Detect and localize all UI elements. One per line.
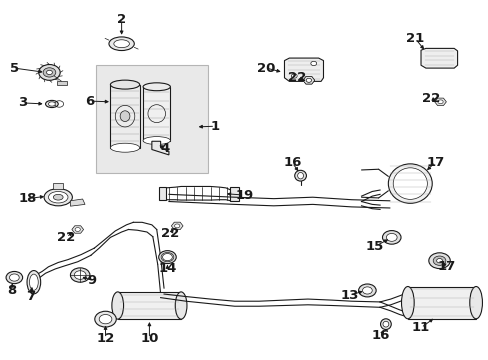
Text: 8: 8 [7,284,16,297]
Text: 12: 12 [96,332,114,345]
Polygon shape [420,48,457,68]
Circle shape [75,228,80,231]
Ellipse shape [48,192,68,203]
Circle shape [6,271,22,284]
Bar [118,292,181,319]
Circle shape [70,268,90,282]
Text: 3: 3 [18,96,27,109]
Polygon shape [152,141,168,155]
Circle shape [39,64,60,80]
Circle shape [362,287,371,294]
Polygon shape [303,77,314,84]
Text: 22: 22 [161,227,179,240]
Ellipse shape [469,287,482,319]
Ellipse shape [294,170,306,181]
Bar [57,81,66,85]
Ellipse shape [112,292,123,319]
Circle shape [432,256,445,265]
Text: 9: 9 [88,274,97,287]
Text: 17: 17 [437,260,455,273]
Text: 16: 16 [283,156,301,169]
Ellipse shape [114,40,129,48]
Ellipse shape [44,189,72,206]
Bar [229,187,238,201]
Text: 15: 15 [366,240,384,253]
Text: 14: 14 [158,262,176,275]
Ellipse shape [175,292,186,319]
Ellipse shape [48,102,55,106]
Text: 7: 7 [26,290,36,303]
Ellipse shape [392,168,427,199]
Text: 22: 22 [421,92,439,105]
Polygon shape [171,222,183,230]
Text: 1: 1 [210,120,220,133]
Text: 22: 22 [287,71,305,84]
Ellipse shape [387,164,431,203]
Ellipse shape [110,80,140,89]
Text: 18: 18 [18,192,37,205]
Circle shape [162,253,172,261]
Polygon shape [303,77,314,84]
Polygon shape [72,226,83,233]
Polygon shape [434,98,446,105]
Circle shape [43,68,56,77]
Ellipse shape [297,172,303,179]
Circle shape [46,70,52,75]
Ellipse shape [401,287,413,319]
Circle shape [74,271,86,279]
Text: 4: 4 [161,142,170,155]
Text: 17: 17 [426,156,444,168]
Circle shape [310,61,316,66]
Circle shape [99,315,112,324]
Text: 21: 21 [405,32,424,45]
Ellipse shape [143,136,170,144]
Circle shape [9,274,19,281]
Bar [53,183,63,189]
Circle shape [437,100,442,104]
Circle shape [305,78,311,82]
Polygon shape [70,199,85,206]
Polygon shape [284,58,323,81]
Circle shape [436,258,442,263]
Ellipse shape [109,37,134,50]
Text: 10: 10 [140,332,158,345]
Circle shape [158,251,176,264]
Ellipse shape [382,321,388,327]
Ellipse shape [120,111,130,122]
Ellipse shape [380,319,390,329]
Text: 5: 5 [10,62,19,75]
Ellipse shape [53,194,63,200]
Ellipse shape [143,83,170,91]
Circle shape [382,230,400,244]
Ellipse shape [110,143,140,152]
Text: 19: 19 [235,189,253,202]
Circle shape [95,311,116,327]
Circle shape [305,78,311,82]
Text: 11: 11 [411,321,429,334]
Text: 16: 16 [371,329,389,342]
Ellipse shape [45,100,58,108]
Bar [110,85,140,148]
Text: 13: 13 [340,289,358,302]
Text: 6: 6 [84,95,94,108]
Bar [407,287,475,319]
Text: 2: 2 [117,13,126,26]
Bar [143,87,170,140]
Circle shape [174,224,180,228]
Bar [159,187,166,200]
Circle shape [358,284,375,297]
Circle shape [386,233,396,241]
Text: 20: 20 [257,62,275,75]
Text: 22: 22 [57,231,76,244]
Circle shape [291,74,297,78]
Circle shape [428,253,449,269]
Ellipse shape [27,271,41,294]
Ellipse shape [29,274,38,290]
FancyBboxPatch shape [96,65,207,173]
